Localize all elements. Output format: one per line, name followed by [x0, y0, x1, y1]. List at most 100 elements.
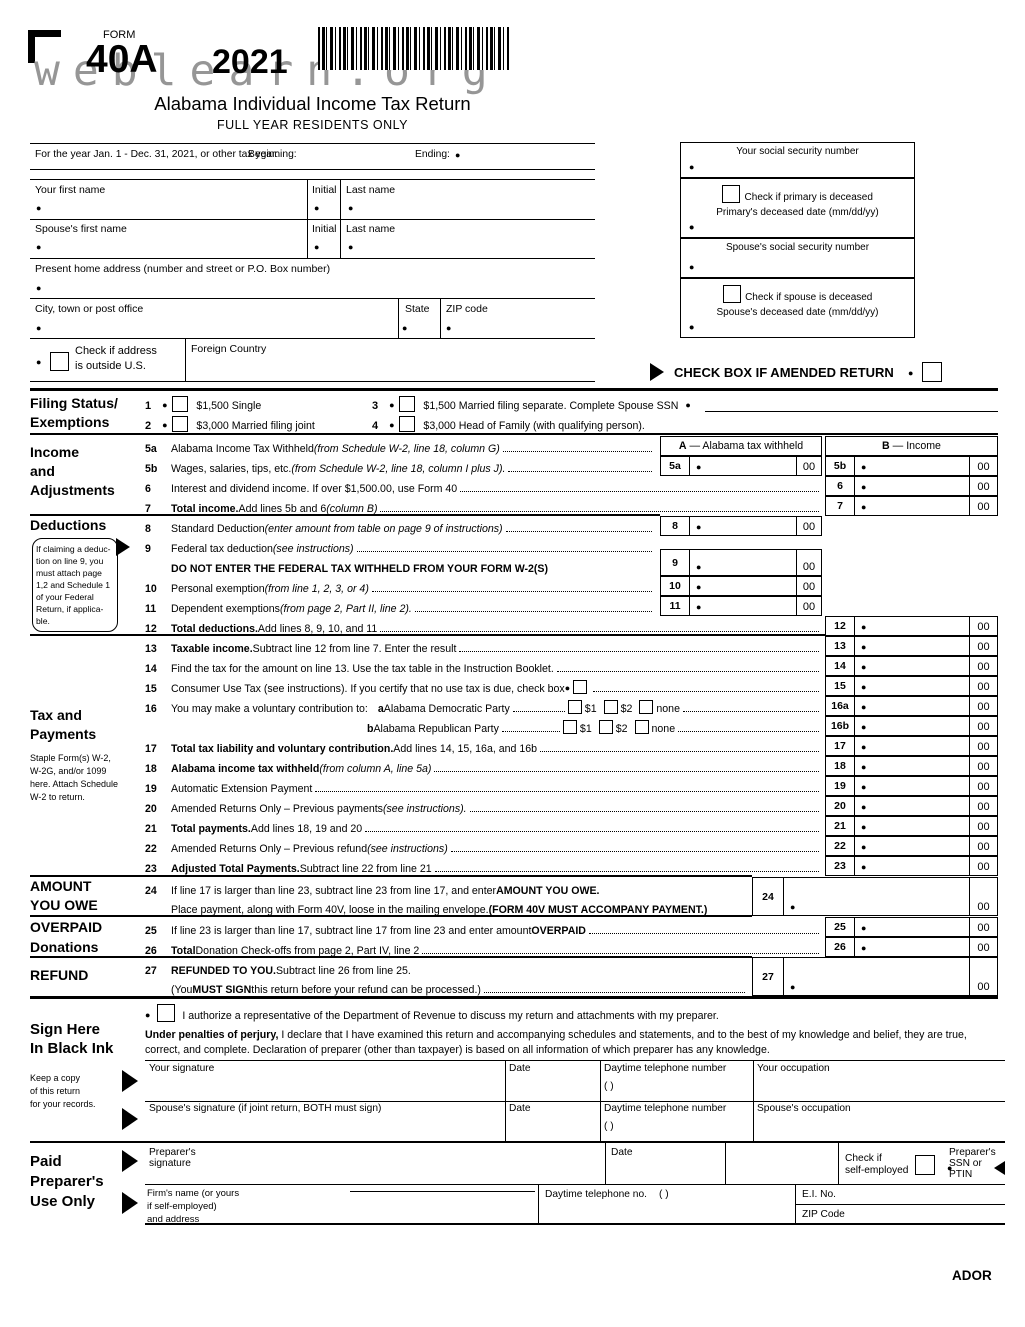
amount-box-21[interactable]: 21 ● 00	[825, 816, 998, 836]
amount-box-16a-entry[interactable]: ●	[855, 697, 969, 715]
zip-code-field[interactable]	[855, 1207, 1000, 1222]
amount-box-16b[interactable]: 16b ● 00	[825, 716, 998, 736]
line-16b-checkbox-3[interactable]	[634, 720, 649, 734]
preparer-signature-field[interactable]	[235, 1153, 600, 1178]
outside-us-checkbox[interactable]	[50, 352, 69, 371]
preparer-ssn-field[interactable]	[960, 1160, 990, 1178]
amount-box-13[interactable]: 13 ● 00	[825, 636, 998, 656]
spouse-signature-field[interactable]	[145, 1117, 503, 1139]
amount-box-20-entry[interactable]: ●	[855, 797, 969, 815]
amount-box-21-entry[interactable]: ●	[855, 817, 969, 835]
first-name-field[interactable]	[48, 200, 298, 216]
ending-field[interactable]	[465, 149, 585, 163]
amount-box-8-entry[interactable]: ●	[690, 517, 796, 535]
amount-box-15[interactable]: 15 ● 00	[825, 676, 998, 696]
preparer-date-field[interactable]	[607, 1159, 722, 1181]
line-16b-checkbox-1[interactable]	[562, 720, 577, 734]
date-field-2[interactable]	[505, 1117, 598, 1139]
amount-box-7[interactable]: 7 ● 00	[825, 496, 998, 516]
amount-box-6[interactable]: 6 ● 00	[825, 476, 998, 496]
spouse-initial-field[interactable]	[324, 239, 338, 255]
amount-box-8[interactable]: 8 ● 00	[660, 516, 822, 536]
line-16a-checkbox-3[interactable]	[639, 700, 654, 714]
ei-no-field[interactable]	[845, 1187, 1000, 1202]
amount-box-12[interactable]: 12 ● 00	[825, 616, 998, 636]
amount-box-15-entry[interactable]: ●	[855, 677, 969, 695]
amount-box-26-entry[interactable]: ●	[855, 938, 969, 956]
amount-box-25-entry[interactable]: ●	[855, 918, 969, 936]
spouse-ssn-box[interactable]: Spouse's social security number ●	[680, 238, 915, 278]
amount-box-12-entry[interactable]: ●	[855, 617, 969, 635]
your-ssn-box[interactable]: Your social security number ●	[680, 142, 915, 178]
line-15-checkbox-1[interactable]	[573, 680, 588, 694]
amount-box-10-entry[interactable]: ●	[690, 577, 796, 595]
amount-box-27[interactable]: 27 ● 00	[752, 957, 998, 996]
date-field-1[interactable]	[505, 1077, 598, 1099]
amount-box-16b-entry[interactable]: ●	[855, 717, 969, 735]
amount-box-14-entry[interactable]: ●	[855, 657, 969, 675]
amount-box-9-entry[interactable]: ●	[690, 550, 796, 575]
spouse-deceased-checkbox[interactable]	[722, 285, 741, 303]
check-self-employed-checkbox[interactable]	[915, 1155, 935, 1175]
filing-item-2-checkbox[interactable]	[172, 416, 189, 432]
amended-label: CHECK BOX IF AMENDED RETURN	[674, 365, 894, 380]
authorize-checkbox[interactable]	[157, 1004, 176, 1022]
amount-box-5b-entry[interactable]: ●	[855, 457, 969, 475]
amount-box-6-entry[interactable]: ●	[855, 477, 969, 495]
amount-box-7-entry[interactable]: ●	[855, 497, 969, 515]
primary-deceased-date-field[interactable]	[701, 222, 901, 234]
spouse-occupation-field[interactable]	[753, 1117, 1003, 1139]
amount-box-22-entry[interactable]: ●	[855, 837, 969, 855]
home-address-field[interactable]	[48, 280, 588, 296]
form-line-5a: 5a Alabama Income Tax Withheld (from Sche…	[145, 436, 655, 455]
amount-box-26[interactable]: 26 ● 00	[825, 937, 998, 957]
spouse-ssn-entry-line[interactable]	[705, 396, 998, 412]
line-16a-checkbox-1[interactable]	[567, 700, 582, 714]
amount-box-27-entry[interactable]: ●	[784, 958, 969, 995]
amount-box-22[interactable]: 22 ● 00	[825, 836, 998, 856]
zip-field[interactable]	[458, 320, 578, 336]
amount-box-18[interactable]: 18 ● 00	[825, 756, 998, 776]
amount-box-18-entry[interactable]: ●	[855, 757, 969, 775]
amount-box-5a[interactable]: 5a ● 00	[660, 456, 822, 476]
amount-box-13-entry[interactable]: ●	[855, 637, 969, 655]
spouse-first-name-field[interactable]	[48, 239, 298, 255]
filing-item-4-checkbox[interactable]	[399, 416, 416, 432]
amount-box-20[interactable]: 20 ● 00	[825, 796, 998, 816]
spouse-last-name-field[interactable]	[360, 239, 585, 255]
amount-box-23[interactable]: 23 ● 00	[825, 856, 998, 876]
amount-box-25[interactable]: 25 ● 00	[825, 917, 998, 937]
amount-box-19[interactable]: 19 ● 00	[825, 776, 998, 796]
beginning-field[interactable]	[300, 149, 410, 163]
primary-deceased-checkbox[interactable]	[722, 185, 741, 203]
amount-box-11[interactable]: 11 ● 00	[660, 596, 822, 616]
amount-box-5b[interactable]: 5b ● 00	[825, 456, 998, 476]
line-16b-checkbox-2[interactable]	[598, 720, 613, 734]
amount-box-19-entry[interactable]: ●	[855, 777, 969, 795]
amount-box-24-entry[interactable]: ●	[784, 878, 969, 915]
amount-box-16a[interactable]: 16a ● 00	[825, 696, 998, 716]
amount-box-5a-entry[interactable]: ●	[690, 457, 796, 475]
filing-item-3-checkbox[interactable]	[399, 396, 416, 412]
firm-name-line[interactable]	[350, 1183, 535, 1192]
state-field[interactable]	[414, 320, 436, 336]
last-name-field[interactable]	[360, 200, 585, 216]
amount-box-24[interactable]: 24 ● 00	[752, 877, 998, 916]
your-occupation-field[interactable]	[753, 1077, 1003, 1099]
amount-box-17-entry[interactable]: ●	[855, 737, 969, 755]
foreign-country-field[interactable]	[191, 359, 586, 377]
filing-item-1-checkbox[interactable]	[172, 396, 189, 412]
amount-box-17[interactable]: 17 ● 00	[825, 736, 998, 756]
line-16a-checkbox-2[interactable]	[603, 700, 618, 714]
amended-checkbox[interactable]	[922, 362, 942, 382]
spouse-deceased-date-field[interactable]	[701, 322, 901, 334]
section-income-1: Income	[30, 444, 80, 460]
amount-box-11-entry[interactable]: ●	[690, 597, 796, 615]
your-signature-field[interactable]	[145, 1077, 503, 1099]
city-field[interactable]	[48, 320, 388, 336]
initial-field[interactable]	[324, 200, 338, 216]
amount-box-10[interactable]: 10 ● 00	[660, 576, 822, 596]
amount-box-23-entry[interactable]: ●	[855, 857, 969, 875]
amount-box-14[interactable]: 14 ● 00	[825, 656, 998, 676]
amount-box-9[interactable]: 9 ● 00	[660, 549, 822, 576]
